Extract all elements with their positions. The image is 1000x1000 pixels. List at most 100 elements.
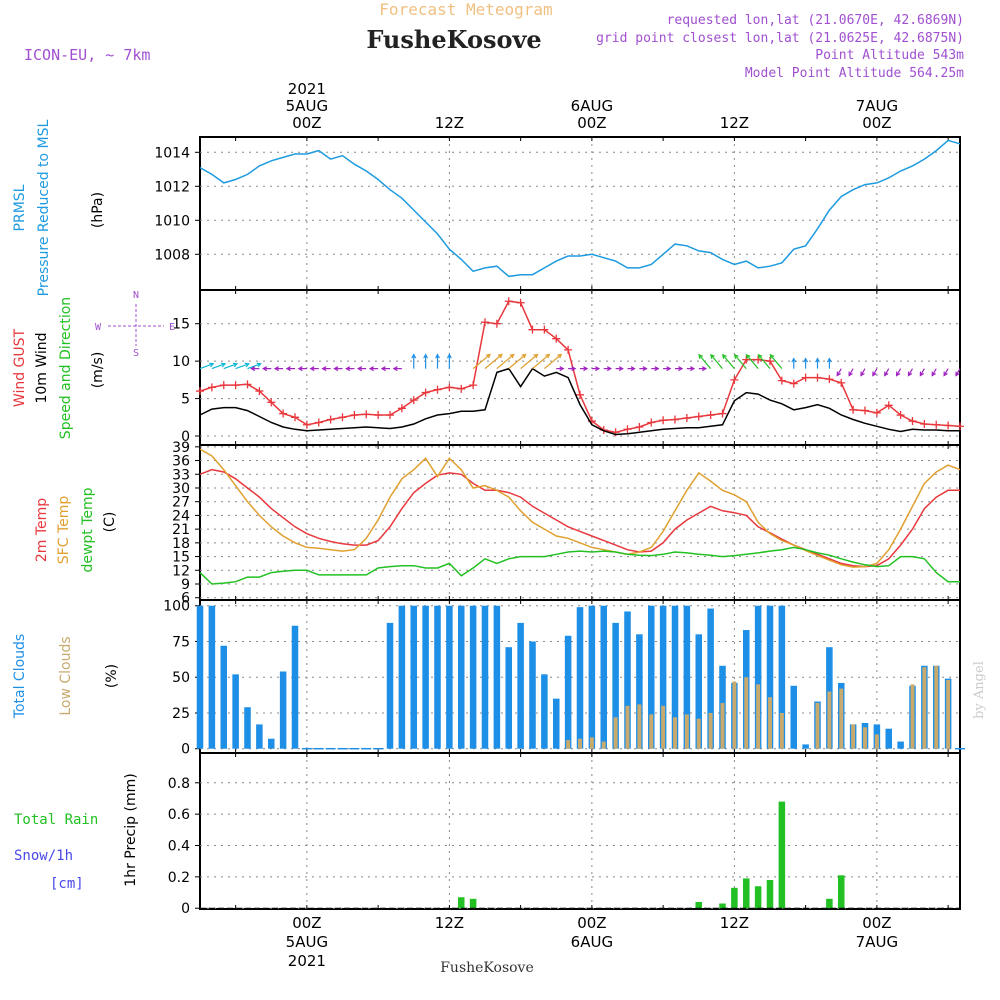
total-cloud-bar xyxy=(612,622,619,749)
low-cloud-bar xyxy=(613,717,618,749)
y-tick-label: 18 xyxy=(172,536,190,552)
wind-arrowhead xyxy=(769,353,775,359)
time-label-top: 12Z xyxy=(720,114,749,132)
prmsl-label: PRMSL xyxy=(12,184,28,231)
total-cloud-bar xyxy=(256,724,263,749)
y-tick-label: 15 xyxy=(172,317,190,333)
wind-arrowhead xyxy=(791,357,797,363)
gust-marker xyxy=(267,398,276,407)
time-label: 12Z xyxy=(435,914,464,932)
wind-arrowhead xyxy=(232,362,239,368)
gust-marker xyxy=(813,373,822,382)
gust-marker xyxy=(884,401,893,410)
wind-arrow xyxy=(543,354,562,370)
gust-marker xyxy=(350,411,359,420)
wind-arrowhead xyxy=(595,366,601,372)
gust-marker xyxy=(932,420,941,429)
time-label-top: 5AUG xyxy=(286,97,328,115)
gust-marker xyxy=(789,379,798,388)
wind-arrowhead xyxy=(261,366,268,372)
wind-arrowhead xyxy=(745,353,751,359)
gust-marker xyxy=(576,390,584,399)
gust-marker xyxy=(481,318,489,327)
model-label: ICON-EU, ~ 7km xyxy=(24,46,150,64)
gust-marker xyxy=(647,418,656,427)
wind-arrowhead xyxy=(907,371,913,377)
total-cloud-bar xyxy=(232,674,239,749)
wind-arrow xyxy=(710,354,723,370)
time-label-top: 00Z xyxy=(862,114,891,132)
total-cloud-bar xyxy=(434,605,441,749)
wind-arrow xyxy=(931,368,937,376)
precip-unit-label: 1hr Precip (mm) xyxy=(123,773,139,886)
gust-marker xyxy=(279,409,288,418)
time-label: 00Z xyxy=(862,914,891,932)
wind-arrow xyxy=(896,368,902,376)
wind-panel: 0 5 10 15 xyxy=(172,289,964,446)
gust-marker xyxy=(766,357,774,366)
low-cloud-bar xyxy=(649,714,654,749)
2m-temp-line xyxy=(199,468,960,568)
time-label-top: 7AUG xyxy=(856,97,898,115)
gust-marker xyxy=(207,383,216,392)
gust-marker xyxy=(896,411,905,420)
wind-arrowhead xyxy=(333,366,339,372)
10m-wind-line xyxy=(199,367,960,436)
wind-arrowhead xyxy=(884,371,889,377)
total-cloud-bar xyxy=(695,634,703,749)
wind-arrowhead xyxy=(345,366,351,372)
wind-arrowhead xyxy=(654,366,660,372)
low-cloud-bar xyxy=(910,684,915,749)
total-cloud-bar xyxy=(493,605,501,749)
time-label-top: 00Z xyxy=(577,114,606,132)
total-cloud-bar xyxy=(291,625,299,749)
low-cloud-bar xyxy=(661,705,666,749)
y-tick-label: 0.4 xyxy=(168,839,190,855)
cloud-labels: Total Clouds Low Clouds (%) xyxy=(12,634,120,719)
wind-arrowhead xyxy=(497,353,503,359)
wind-arrowhead xyxy=(309,366,315,372)
wind-arrowhead xyxy=(423,353,429,359)
time-label: 6AUG xyxy=(571,933,613,951)
total-cloud-bar xyxy=(446,605,453,749)
low-cloud-bar xyxy=(578,738,582,749)
time-label-top: 6AUG xyxy=(571,97,613,115)
wind-arrow xyxy=(508,354,526,370)
gust-marker xyxy=(374,411,383,420)
point-altitude: Point Altitude 543m xyxy=(815,48,964,63)
y-tick-label: 25 xyxy=(172,706,190,722)
total-cloud-bar xyxy=(517,622,524,749)
total-cloud-bar xyxy=(267,738,275,749)
precipitation-frame xyxy=(199,752,961,910)
rain-bar xyxy=(754,886,762,909)
total-cloud-bar xyxy=(778,605,786,749)
wind-unit-label: (m/s) xyxy=(90,352,106,389)
total-cloud-bar xyxy=(552,698,560,749)
wind-arrowhead xyxy=(678,366,684,372)
compass-south: S xyxy=(133,348,139,359)
wind-arrow xyxy=(860,368,866,376)
wind-arrowhead xyxy=(919,371,925,377)
wind-arrow xyxy=(211,363,226,370)
wind-arrowhead xyxy=(815,357,820,363)
low-cloud-bar xyxy=(874,734,879,749)
total-cloud-bar xyxy=(220,645,228,749)
wind-arrowhead xyxy=(273,366,279,372)
gust-marker xyxy=(540,325,549,334)
total-cloud-bar xyxy=(600,605,608,749)
gust-marker xyxy=(219,381,228,390)
y-tick-label: 1010 xyxy=(154,213,190,229)
wind-arrowhead xyxy=(606,366,613,372)
watermark: by Angel xyxy=(972,661,987,719)
wind-arrow xyxy=(955,368,961,376)
closest-coords: grid point closest lon,lat (21.0625E, 42… xyxy=(596,31,964,46)
wind-arrowhead xyxy=(698,353,703,359)
wind-arrowhead xyxy=(642,366,648,372)
gust-marker xyxy=(956,422,964,431)
low-cloud-bar xyxy=(589,737,594,749)
gust-marker xyxy=(516,298,525,307)
total-cloud-bar xyxy=(398,605,406,749)
wind-arrowhead xyxy=(209,362,215,368)
wind-arrowhead xyxy=(368,366,374,372)
